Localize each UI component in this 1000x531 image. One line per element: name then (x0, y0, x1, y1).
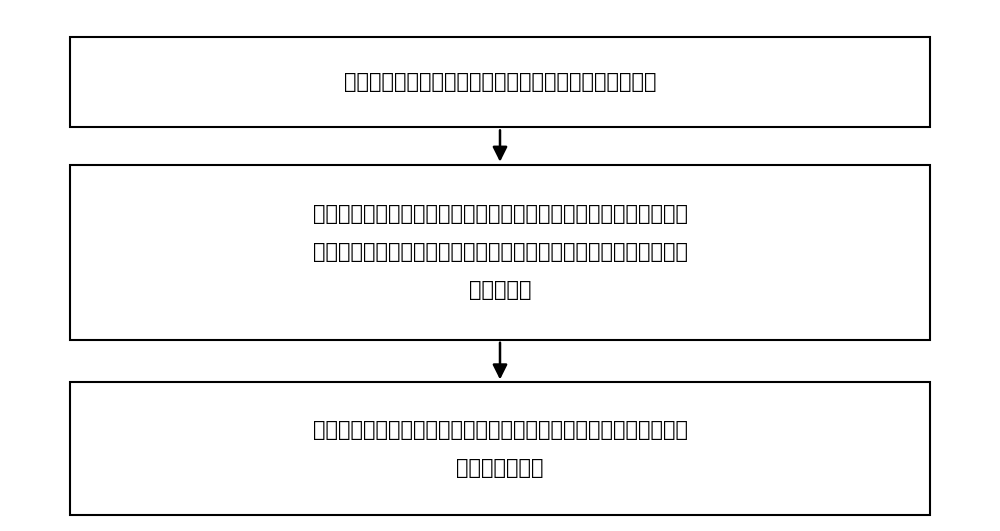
FancyBboxPatch shape (70, 37, 930, 127)
Text: 采用距离保护换算方法计算每段保护的动作电流和动作时限，得到每: 采用距离保护换算方法计算每段保护的动作电流和动作时限，得到每 (312, 204, 688, 224)
FancyBboxPatch shape (70, 382, 930, 515)
FancyBboxPatch shape (70, 165, 930, 340)
Text: 装置的投退操作: 装置的投退操作 (456, 458, 544, 478)
Text: 定值配合图: 定值配合图 (469, 280, 531, 301)
Text: 根据变电站接线图中保护装置的上下级关系划分多段保护: 根据变电站接线图中保护装置的上下级关系划分多段保护 (344, 72, 656, 92)
Text: 根据定值配合图以及变电站间的串带方式，控制供电侧和用电侧保护: 根据定值配合图以及变电站间的串带方式，控制供电侧和用电侧保护 (312, 419, 688, 440)
Text: 段保护的定值，并在变电站接线图中同步标注定值及跳闸逻辑，构建: 段保护的定值，并在变电站接线图中同步标注定值及跳闸逻辑，构建 (312, 242, 688, 262)
